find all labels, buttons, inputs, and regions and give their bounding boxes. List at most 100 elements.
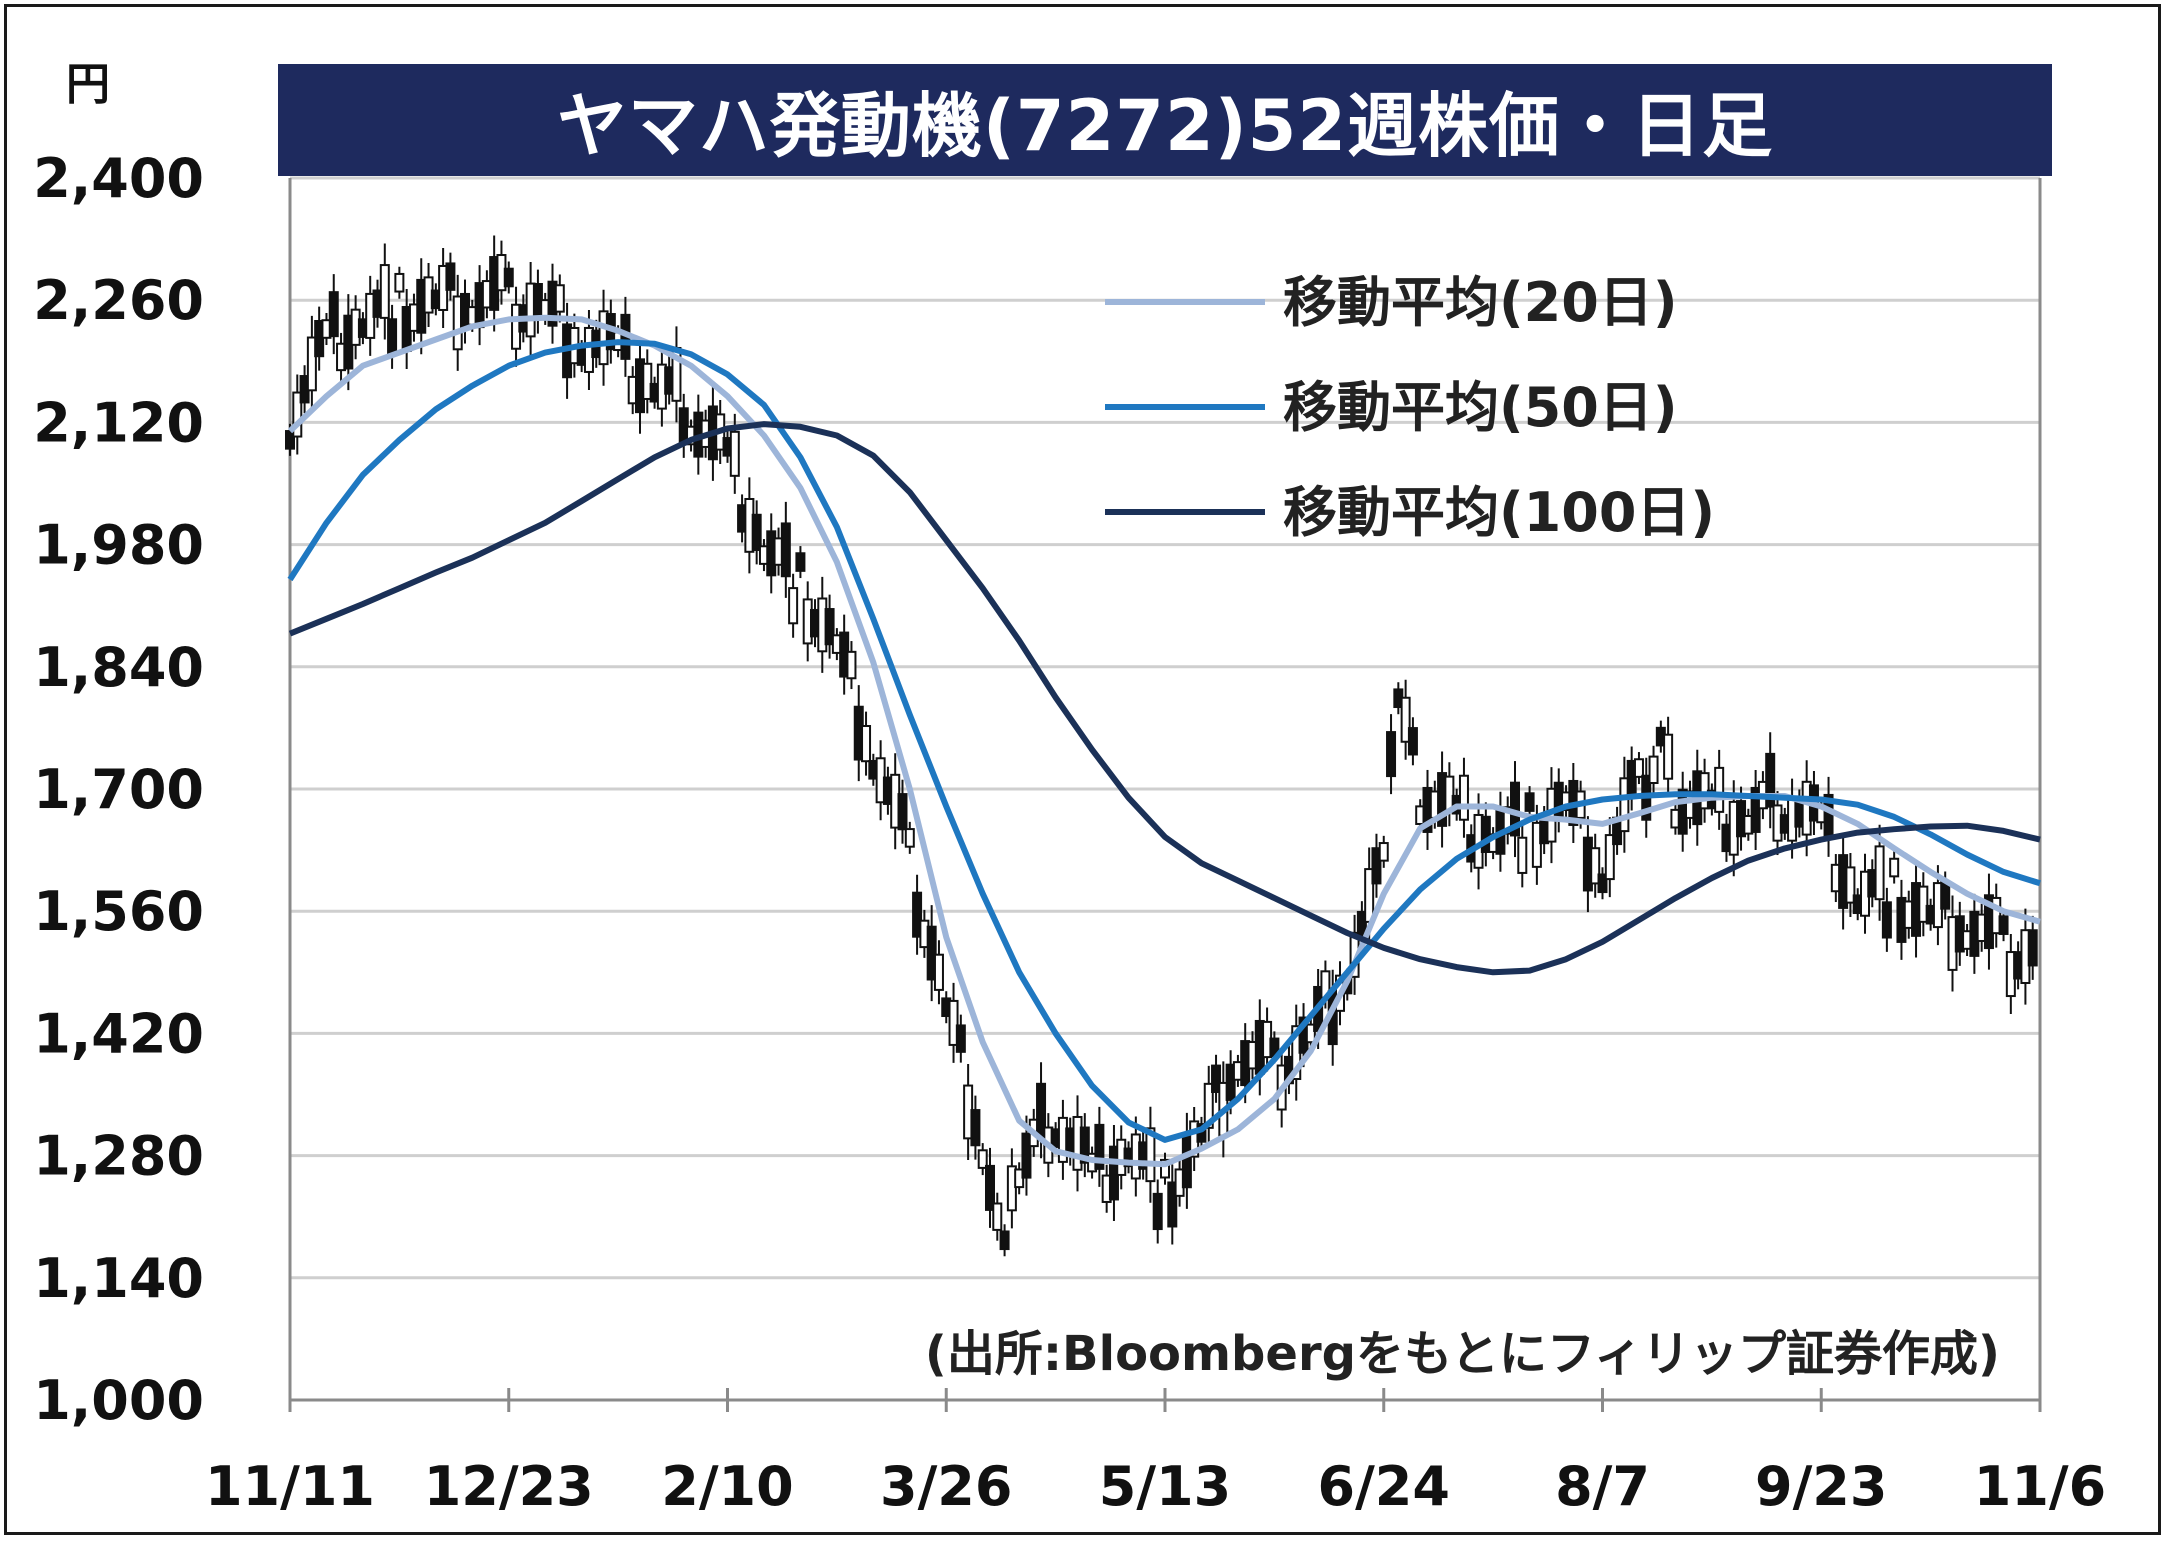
candle-body — [1225, 1063, 1236, 1101]
candle-body — [970, 1109, 981, 1147]
y-tick-label: 1,560 — [33, 880, 204, 943]
series-lines — [285, 235, 2041, 1257]
candle-body — [1874, 845, 1885, 901]
candle-body — [445, 262, 456, 291]
candle-body — [1524, 792, 1535, 812]
y-tick-label: 1,700 — [33, 758, 204, 821]
y-tick-label: 1,140 — [33, 1247, 204, 1310]
candle-body — [2027, 929, 2038, 967]
candle-body — [955, 1024, 966, 1053]
candle-body — [780, 522, 791, 578]
candle-body — [394, 272, 405, 293]
candle-body — [1648, 755, 1659, 784]
candle-body — [1152, 1192, 1163, 1231]
candle-body — [1889, 857, 1900, 878]
x-tick-label: 11/6 — [1974, 1455, 2106, 1518]
candle-body — [1407, 727, 1418, 756]
legend-label: 移動平均(100日) — [1283, 481, 1715, 544]
y-tick-label: 1,840 — [33, 636, 204, 699]
x-tick-label: 9/23 — [1755, 1455, 1887, 1518]
candle-body — [1160, 1158, 1170, 1179]
candle-body — [1145, 1127, 1156, 1183]
candle-body — [729, 430, 740, 477]
y-tick-label: 1,420 — [33, 1002, 204, 1065]
candle-body — [1590, 847, 1601, 885]
y-tick-label: 2,260 — [33, 269, 204, 332]
y-tick-label: 1,000 — [33, 1369, 204, 1432]
candle-body — [788, 587, 799, 625]
candle-body — [933, 953, 944, 991]
candle-body — [1633, 758, 1644, 778]
candle-body — [1021, 1132, 1032, 1179]
candle-body — [1845, 866, 1856, 904]
candle-body — [1619, 777, 1630, 833]
candle-body — [1517, 836, 1528, 874]
candle-body — [1663, 733, 1674, 780]
y-tick-label: 2,120 — [33, 391, 204, 454]
source-note: (出所:Bloombergをもとにフィリップ証券作成) — [925, 1326, 2000, 1382]
candle-body — [1597, 873, 1608, 894]
candle-body — [503, 267, 514, 288]
candle-body — [1006, 1165, 1017, 1212]
candle-body — [1094, 1123, 1105, 1170]
y-tick-labels: 2,400 2,260 2,120 1,980 1,840 1,700 1,560 1,420… — [33, 147, 204, 1432]
candle-body — [1940, 881, 1951, 910]
candle-body — [1305, 1023, 1316, 1044]
series-line-2 — [288, 421, 2041, 976]
candle-body — [904, 828, 915, 848]
legend-label: 移動平均(50日) — [1283, 376, 1678, 439]
series-line-0 — [287, 314, 2041, 1168]
candle-body — [1998, 915, 2009, 935]
x-tick-label: 2/10 — [661, 1455, 793, 1518]
candle-body — [1371, 847, 1382, 885]
candle-body — [1211, 1064, 1222, 1093]
candle-body — [1531, 821, 1542, 868]
x-tick-label: 3/26 — [880, 1455, 1012, 1518]
candle-body — [379, 264, 390, 319]
x-tick-label: 8/7 — [1555, 1455, 1650, 1518]
candle-body — [1167, 1181, 1178, 1228]
candle-body — [912, 891, 923, 938]
candle-body — [328, 291, 339, 338]
series-line-1 — [287, 339, 2041, 1143]
candle-body — [292, 391, 303, 438]
candle-body — [1765, 752, 1776, 808]
chart-title-bar: ヤマハ発動機(7272)52週株価・日足 — [278, 64, 2052, 176]
candle-body — [1714, 766, 1725, 813]
candle-body — [897, 793, 908, 831]
candle-body — [554, 284, 565, 313]
chart-frame — [4, 4, 2161, 1535]
legend: 移動平均(20日) 移動平均(50日) 移動平均(100日) — [1105, 271, 1715, 544]
legend-label: 移動平均(20日) — [1283, 271, 1678, 334]
candle-body — [751, 513, 762, 551]
candle-body — [387, 318, 398, 356]
x-tick-label: 6/24 — [1318, 1455, 1450, 1518]
candle-body — [846, 650, 857, 680]
y-axis-unit: 円 — [66, 59, 110, 110]
candle-body — [1750, 786, 1761, 833]
candle-body — [1458, 774, 1469, 821]
candle-body — [824, 608, 835, 646]
candle-body — [642, 362, 653, 400]
candle-body — [948, 999, 959, 1046]
candle-body — [1203, 1082, 1214, 1129]
x-tick-labels: 11/11 12/23 2/10 3/26 5/13 6/24 8/7 9/23 11/6 — [205, 1388, 2106, 1518]
candle-body — [861, 725, 872, 763]
chart-title: ヤマハ発動機(7272)52週株価・日足 — [556, 84, 1774, 167]
candle-body — [1378, 842, 1389, 862]
x-tick-label: 12/23 — [424, 1455, 594, 1518]
candle-body — [985, 1164, 995, 1211]
y-tick-label: 1,980 — [33, 514, 204, 577]
y-tick-label: 2,400 — [33, 147, 204, 210]
candle-body — [992, 1202, 1003, 1231]
candle-body — [1881, 901, 1892, 939]
candle-body — [1918, 885, 1929, 923]
candle-body — [1604, 834, 1615, 881]
candle-body — [1400, 696, 1411, 743]
candle-body — [999, 1230, 1010, 1251]
y-tick-label: 1,280 — [33, 1125, 204, 1188]
candle-body — [926, 925, 937, 981]
series-candlestick — [285, 235, 2038, 1257]
candle-body — [795, 552, 806, 572]
